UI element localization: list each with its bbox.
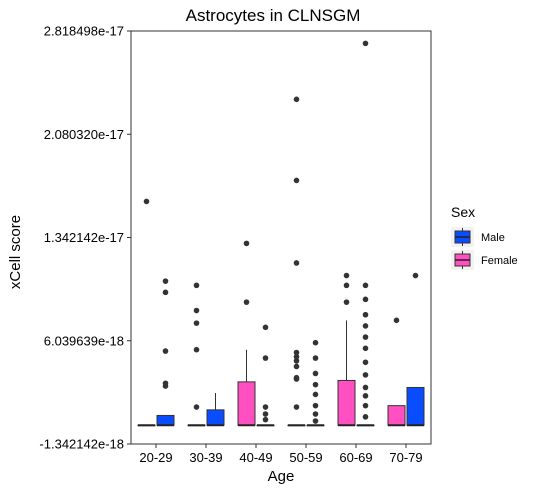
outlier-male-60-69 <box>362 296 369 303</box>
outlier-female-50-59 <box>293 363 300 370</box>
outlier-male-50-59 <box>312 370 319 377</box>
outlier-female-50-59 <box>293 96 300 103</box>
outlier-male-60-69 <box>362 282 369 289</box>
y-axis: -1.342142e-18 6.039639e-18 1.342142e-17 2.0… <box>39 24 131 452</box>
x-axis: 20-29 30-39 40-49 50-59 60-69 70-79 <box>139 444 423 465</box>
x-tick-label: 40-49 <box>239 450 272 465</box>
legend-label: Female <box>481 255 518 267</box>
outlier-female-40-49 <box>243 240 250 247</box>
box-male-70-79 <box>406 386 425 426</box>
outlier-male-40-49 <box>262 404 269 410</box>
legend-title: Sex <box>451 204 475 220</box>
outlier-female-30-39 <box>193 307 200 314</box>
outlier-male-60-69 <box>362 345 369 352</box>
outlier-male-40-49 <box>262 324 269 331</box>
y-tick-label: -1.342142e-18 <box>39 437 124 452</box>
outlier-male-40-49 <box>262 355 269 361</box>
outlier-male-20-29 <box>162 380 169 387</box>
outlier-male-60-69 <box>362 334 369 340</box>
outlier-female-50-59 <box>293 177 300 184</box>
outlier-female-20-29 <box>143 198 150 205</box>
box-male-20-29 <box>156 414 175 426</box>
outlier-female-30-39 <box>193 320 200 326</box>
x-tick-label: 70-79 <box>389 450 422 465</box>
outlier-male-70-79 <box>412 272 419 279</box>
outlier-female-50-59 <box>293 353 300 360</box>
x-tick-label: 60-69 <box>339 450 372 465</box>
x-tick-label: 20-29 <box>139 450 172 465</box>
box-female-40-49 <box>237 381 256 426</box>
x-tick-label: 50-59 <box>289 450 322 465</box>
outlier-female-50-59 <box>293 358 300 364</box>
outlier-male-60-69 <box>362 393 369 399</box>
chart-title: Astrocytes in CLNSGM <box>186 6 361 25</box>
outlier-female-30-39 <box>193 282 200 289</box>
outlier-female-50-59 <box>293 349 300 356</box>
outlier-female-30-39 <box>193 404 200 410</box>
outlier-female-60-69 <box>343 272 350 279</box>
outlier-male-40-49 <box>262 416 269 423</box>
outlier-male-60-69 <box>362 40 369 47</box>
outlier-male-50-59 <box>312 381 319 388</box>
outlier-female-60-69 <box>343 299 350 305</box>
outlier-male-40-49 <box>262 411 269 417</box>
legend-item-female: Female <box>451 250 518 270</box>
outlier-male-60-69 <box>362 384 369 391</box>
outlier-male-50-59 <box>312 411 319 417</box>
outlier-male-20-29 <box>162 348 169 354</box>
outlier-female-50-59 <box>293 260 300 266</box>
outlier-female-50-59 <box>293 404 300 410</box>
outlier-male-20-29 <box>162 289 169 296</box>
outlier-female-60-69 <box>343 282 350 289</box>
legend: Sex Male Female <box>451 204 518 270</box>
outlier-male-60-69 <box>362 402 369 409</box>
outlier-female-50-59 <box>293 374 300 381</box>
outlier-female-30-39 <box>193 346 200 353</box>
y-tick-label: 2.080320e-17 <box>44 127 124 142</box>
box-female-60-69 <box>337 379 356 426</box>
outlier-male-60-69 <box>362 359 369 366</box>
x-axis-title: Age <box>268 468 295 485</box>
outlier-male-60-69 <box>362 323 369 329</box>
y-tick-label: 6.039639e-18 <box>44 333 124 348</box>
outlier-male-50-59 <box>312 391 319 398</box>
x-tick-label: 30-39 <box>189 450 222 465</box>
box-male-30-39 <box>206 409 225 426</box>
plot-marks <box>137 40 425 427</box>
outlier-male-50-59 <box>312 355 319 361</box>
box-female-70-79 <box>387 405 406 426</box>
legend-item-male: Male <box>451 227 505 247</box>
outlier-male-50-59 <box>312 402 319 409</box>
outlier-male-60-69 <box>362 414 369 420</box>
y-tick-label: 2.818498e-17 <box>44 24 124 39</box>
outlier-male-20-29 <box>162 278 169 284</box>
outlier-male-50-59 <box>312 339 319 346</box>
plot-panel <box>130 30 432 445</box>
outlier-male-60-69 <box>362 311 369 318</box>
outlier-male-50-59 <box>312 418 319 424</box>
outlier-female-40-49 <box>243 299 250 305</box>
legend-label: Male <box>481 232 505 244</box>
y-tick-label: 1.342142e-17 <box>44 230 124 245</box>
outlier-male-60-69 <box>362 372 369 378</box>
outlier-female-70-79 <box>393 317 400 324</box>
y-axis-title: xCell score <box>7 215 24 289</box>
